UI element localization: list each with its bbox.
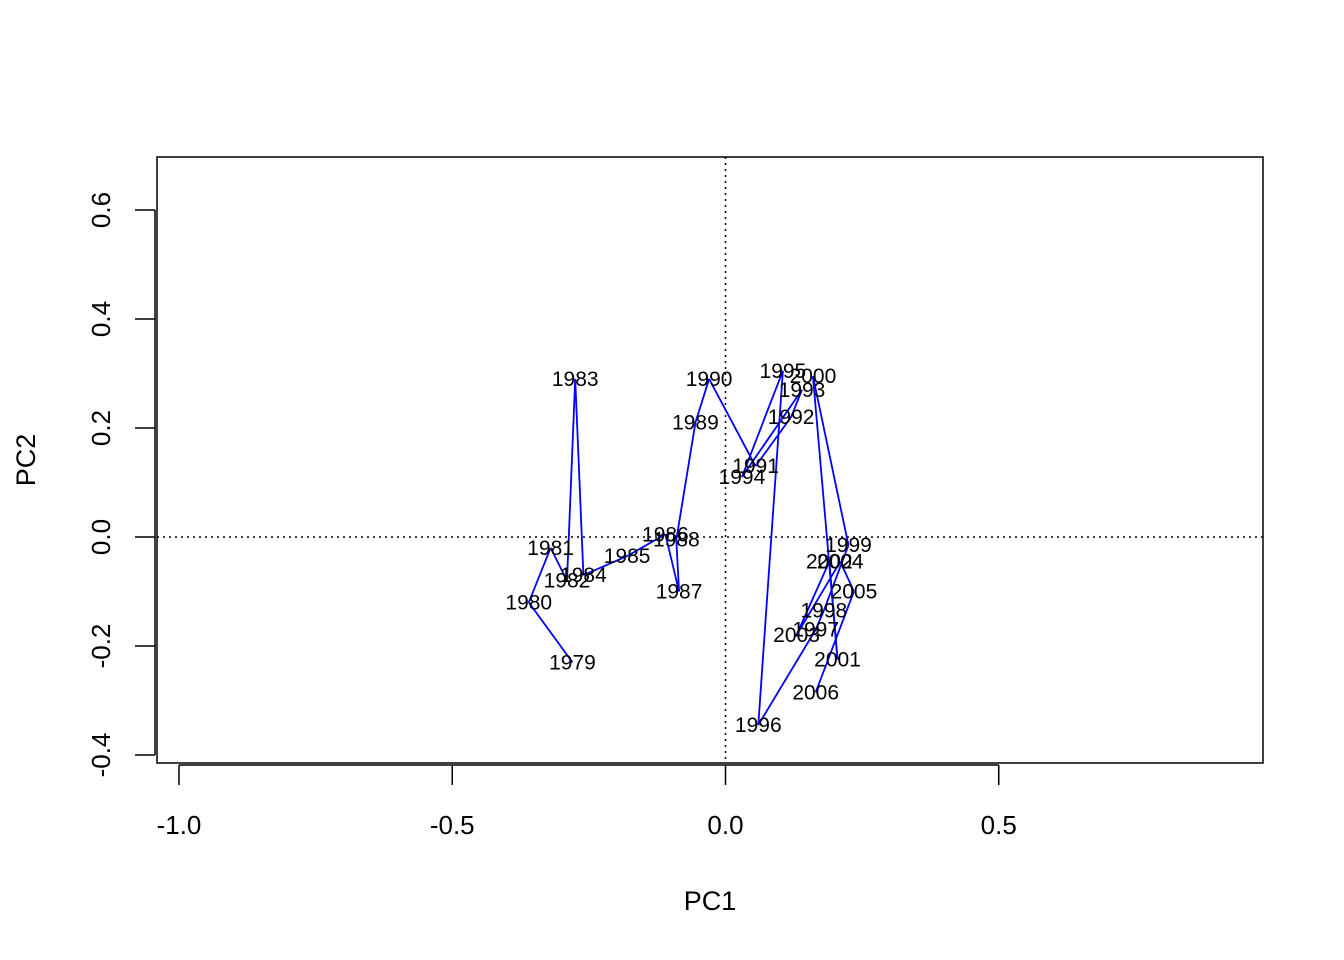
series-segment — [694, 378, 710, 423]
point-label-1997: 1997 — [792, 619, 839, 642]
point-label-1979: 1979 — [549, 651, 596, 674]
point-label-1994: 1994 — [719, 466, 766, 489]
x-tick-label: 0.0 — [707, 810, 743, 840]
y-axis-title: PC2 — [11, 434, 41, 487]
series-segment — [708, 378, 757, 467]
series-segment — [741, 370, 784, 478]
series-segment — [741, 389, 803, 478]
series-segment — [814, 591, 855, 693]
reference-lines — [157, 157, 1263, 763]
y-tick-label: 0.4 — [86, 301, 116, 337]
series-segment — [757, 370, 784, 726]
point-label-2003: 2003 — [773, 624, 820, 647]
series-segment — [583, 555, 628, 576]
point-label-2005: 2005 — [831, 581, 878, 604]
y-tick-label: 0.2 — [86, 410, 116, 446]
point-label-2004: 2004 — [817, 551, 864, 574]
series-segment — [795, 561, 842, 636]
point-label-1990: 1990 — [686, 368, 733, 391]
series-segment — [574, 378, 585, 576]
point-label-2000: 2000 — [790, 365, 837, 388]
point-label-1982: 1982 — [544, 570, 591, 593]
series-segment — [757, 629, 817, 726]
year-trajectory-series — [527, 370, 855, 726]
point-label-1981: 1981 — [527, 537, 574, 560]
point-label-1987: 1987 — [656, 581, 703, 604]
point-label-1998: 1998 — [801, 600, 848, 623]
point-label-1991: 1991 — [732, 455, 779, 478]
point-label-2001: 2001 — [814, 649, 861, 672]
plot-frame — [156, 156, 1264, 764]
x-tick-label: -0.5 — [430, 810, 475, 840]
point-label-1980: 1980 — [505, 591, 552, 614]
point-label-1989: 1989 — [672, 412, 719, 435]
series-segment — [790, 389, 803, 418]
x-axis: -1.0 -0.5 0.0 0.5 — [157, 764, 1017, 840]
point-label-1992: 1992 — [768, 406, 815, 429]
series-segment — [566, 378, 577, 581]
series-segment — [675, 539, 680, 592]
y-tick-label: 0.6 — [86, 192, 116, 228]
point-label-2002: 2002 — [806, 551, 853, 574]
point-label-1985: 1985 — [604, 545, 651, 568]
point-label-1999: 1999 — [825, 534, 872, 557]
series-segment — [664, 534, 680, 592]
point-label-1984: 1984 — [560, 564, 607, 587]
series-segment — [626, 533, 666, 557]
point-label-1986: 1986 — [642, 523, 689, 546]
point-label-2006: 2006 — [792, 681, 839, 704]
y-tick-label: -0.2 — [86, 624, 116, 669]
series-segment — [839, 561, 855, 592]
series-segment — [795, 561, 831, 636]
point-label-1996: 1996 — [735, 714, 782, 737]
point-label-1983: 1983 — [552, 368, 599, 391]
y-axis: -0.4 -0.2 0.0 0.2 0.4 0.6 — [86, 192, 156, 778]
point-label-1995: 1995 — [760, 360, 807, 383]
x-tick-label: -1.0 — [157, 810, 202, 840]
point-label-1993: 1993 — [779, 379, 826, 402]
point-label-1988: 1988 — [653, 529, 700, 552]
y-tick-label: -0.4 — [86, 733, 116, 778]
x-tick-label: 0.5 — [981, 810, 1017, 840]
series-segment — [549, 547, 568, 582]
series-segment — [527, 547, 552, 603]
series-segment — [754, 416, 792, 467]
series-segment — [812, 376, 850, 546]
series-segment — [814, 610, 825, 631]
series-segment — [823, 544, 850, 611]
x-axis-title: PC1 — [684, 886, 737, 916]
series-segment — [675, 422, 697, 540]
series-segment — [528, 601, 574, 663]
y-tick-label: 0.0 — [86, 519, 116, 555]
